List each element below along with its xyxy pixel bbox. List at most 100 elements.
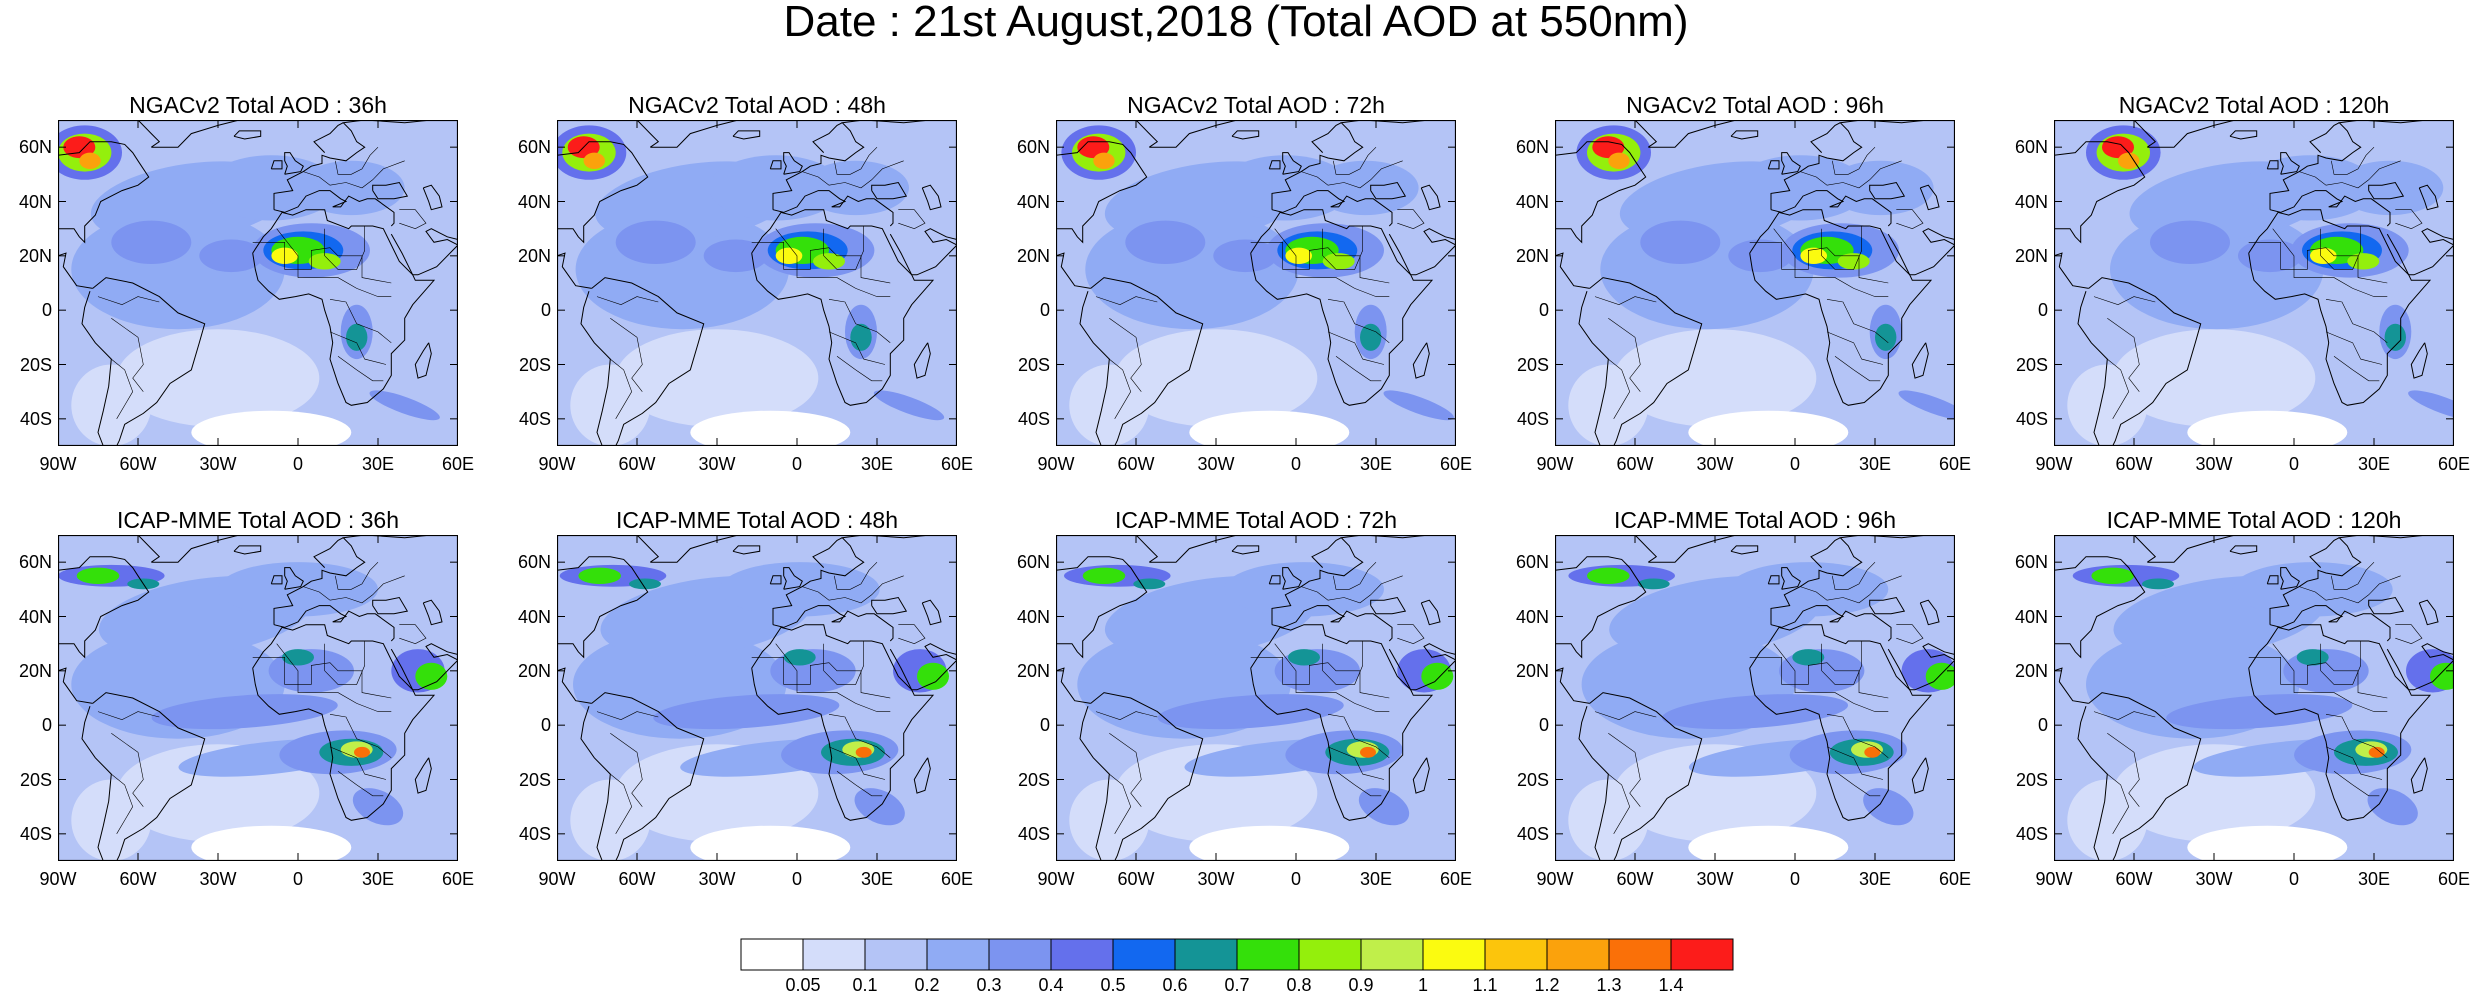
- colorbar-swatch: [864, 938, 928, 971]
- lat-tick-label: 20S: [518, 354, 551, 375]
- lat-tick-label: 40N: [18, 191, 52, 212]
- lon-tick-label: 60W: [1117, 869, 1155, 889]
- aod-contour-0-2: [1093, 152, 1115, 169]
- panel-title: NGACv2 Total AOD : 120h: [2118, 92, 2390, 118]
- coastline: [414, 342, 432, 379]
- country-border: [1335, 356, 1382, 382]
- aod-contour-0-2: [1213, 239, 1278, 273]
- aod-contour-1-4: [2430, 662, 2454, 690]
- aod-contour-0-2: [1114, 329, 1318, 427]
- country-border: [1109, 318, 1142, 392]
- aod-contour-0-2: [1125, 220, 1206, 264]
- country-border: [1834, 356, 1881, 382]
- aod-contour-1-2: [1133, 578, 1166, 590]
- country-border: [775, 643, 891, 712]
- country-border: [1896, 209, 1924, 230]
- coastline: [871, 596, 908, 615]
- country-border: [1608, 773, 1631, 834]
- panel-title: ICAP-MME Total AOD : 48h: [615, 507, 899, 533]
- country-border: [252, 657, 392, 699]
- colorbar-swatch: [1298, 938, 1362, 971]
- map-frame: [58, 120, 458, 446]
- country-border: [802, 160, 904, 189]
- country-border: [1826, 331, 1884, 365]
- coastline: [1869, 181, 1906, 200]
- aod-contour-0-3: [1827, 160, 1934, 216]
- lon-tick-label: 60E: [441, 454, 475, 474]
- lat-tick-label: 40S: [19, 408, 52, 429]
- aod-contour-0-1: [775, 247, 803, 264]
- aod-contour-0-4: [2336, 160, 2444, 216]
- aod-contour-0-0: [308, 253, 341, 270]
- aod-contour-0-1: [709, 155, 843, 221]
- lat-tick-label: 20N: [517, 660, 551, 681]
- country-border: [2107, 773, 2130, 834]
- aod-contour-1-1: [917, 662, 949, 690]
- aod-contour-0-1: [570, 364, 651, 446]
- aod-contours: [557, 125, 945, 446]
- lon-tick-label: 30E: [361, 869, 395, 889]
- aod-map: [1056, 120, 1456, 446]
- coastline: [270, 575, 283, 585]
- lat-tick-label: 20N: [517, 245, 551, 266]
- coastline: [390, 228, 458, 276]
- lon-tick-label: 0: [1290, 454, 1301, 474]
- coastline: [1767, 575, 1780, 585]
- colorbar-swatch: [988, 938, 1052, 971]
- aod-contour-0-3: [1613, 329, 1817, 427]
- coastline: [137, 535, 240, 563]
- lat-tick-label: 0: [540, 300, 551, 321]
- aod-contour-1-4: [2142, 578, 2174, 590]
- coastline: [557, 141, 649, 244]
- coastline: [2309, 537, 2340, 568]
- lat-tick-label: 20S: [19, 354, 52, 375]
- coastline: [1555, 252, 1590, 289]
- colorbar-level-label: 0.5: [1100, 975, 1126, 995]
- country-border: [111, 318, 144, 392]
- country-border: [2395, 209, 2423, 230]
- country-border: [1896, 624, 1924, 645]
- colorbar-swatch: [1546, 938, 1610, 971]
- lon-tick-label: 60W: [2115, 869, 2153, 889]
- coastline: [137, 120, 240, 148]
- aod-contour-1-2: [1358, 788, 1410, 826]
- aod-contour-1-1: [690, 825, 851, 861]
- aod-map: [1555, 535, 1955, 861]
- map-panel-ngacv2-48h: NGACv2 Total AOD : 48h 60N 40N 20N 0 20S 40S 90…: [499, 90, 979, 510]
- aod-contour-0-1: [873, 390, 945, 421]
- coastline: [2309, 122, 2340, 153]
- colorbar-level-label: 1.3: [1596, 975, 1622, 995]
- aod-contour-0-2: [1322, 253, 1355, 270]
- coastline: [1869, 596, 1906, 615]
- colorbar-swatch: [926, 938, 990, 971]
- lat-tick-label: 0: [41, 715, 52, 736]
- country-border: [751, 657, 891, 699]
- coastline: [233, 545, 262, 555]
- aod-contour-0-3: [1728, 239, 1793, 273]
- lat-tick-label: 60N: [517, 552, 551, 573]
- coastline: [1268, 160, 1281, 170]
- coastline: [889, 228, 957, 276]
- country-border: [610, 733, 643, 807]
- country-border: [596, 296, 659, 306]
- lat-tick-label: 20N: [18, 245, 52, 266]
- country-border: [2325, 714, 2388, 759]
- aod-contour-0-0: [63, 136, 96, 159]
- country-border: [329, 746, 387, 780]
- lat-tick-label: 40N: [2014, 606, 2048, 627]
- country-border: [610, 358, 633, 419]
- aod-contour-0-4: [2112, 329, 2316, 427]
- aod-contour-0-0: [116, 329, 320, 427]
- coastline: [422, 599, 443, 626]
- aod-contour-0-3: [1568, 364, 1649, 446]
- lat-tick-label: 40N: [2014, 191, 2048, 212]
- country-border: [1250, 657, 1390, 699]
- lat-tick-label: 40N: [1016, 191, 1050, 212]
- lat-tick-label: 40N: [517, 191, 551, 212]
- coastline: [1887, 643, 1955, 691]
- coastline: [2280, 567, 2300, 590]
- lon-tick-label: 60W: [618, 869, 656, 889]
- aod-contour-0-2: [1312, 160, 1419, 216]
- lon-tick-label: 90W: [2035, 454, 2073, 474]
- coastline: [732, 545, 761, 555]
